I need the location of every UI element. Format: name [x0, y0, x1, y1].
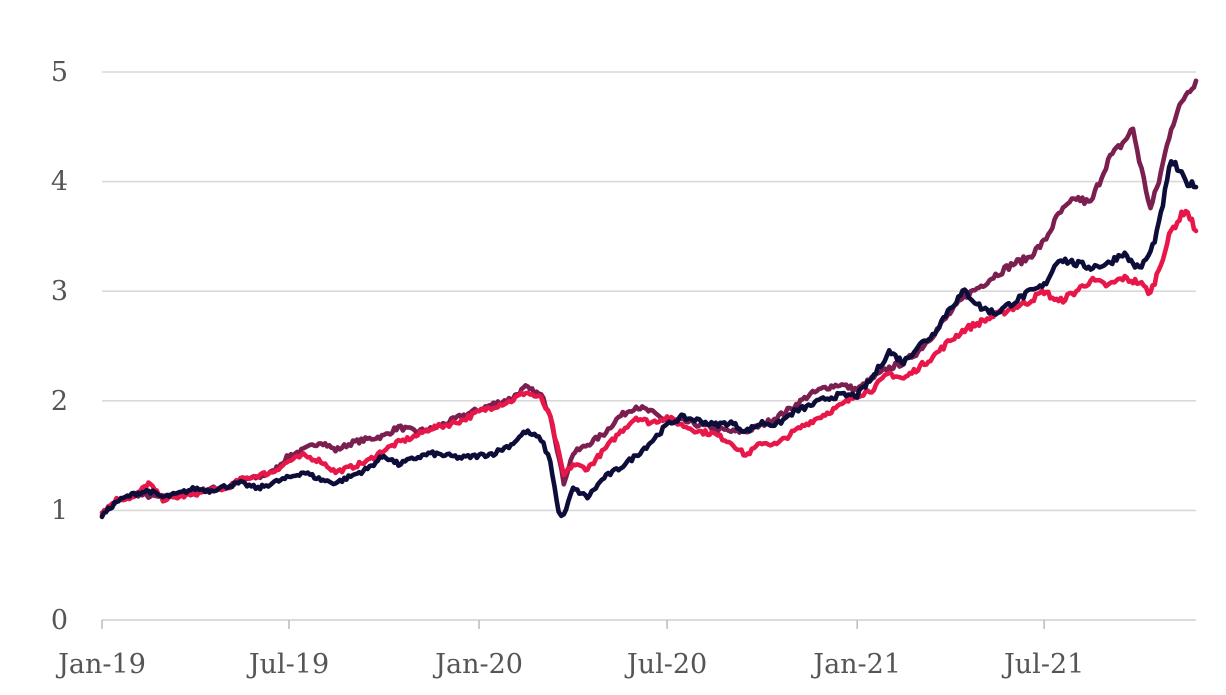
series-line-2: [99, 208, 1199, 515]
series-line-3: [99, 159, 1199, 520]
y-tick-label: 4: [51, 167, 68, 198]
x-tick-label: Jul-21: [1001, 649, 1084, 680]
y-tick-label: 0: [51, 605, 68, 636]
y-tick-label: 3: [51, 276, 68, 307]
y-axis-tick-labels: 0 1 2 3 4 5: [51, 57, 68, 636]
y-tick-label: 2: [51, 386, 68, 417]
series-lines: [99, 78, 1199, 520]
series-line-1: [99, 78, 1199, 518]
x-tick-label: Jan-21: [810, 649, 901, 680]
x-axis: [101, 619, 1196, 629]
x-tick-label: Jan-20: [432, 649, 523, 680]
gridlines: [102, 71, 1196, 512]
x-axis-tick-labels: Jan-19 Jul-19 Jan-20 Jul-20 Jan-21 Jul-21: [55, 649, 1084, 680]
x-tick-label: Jan-19: [55, 649, 146, 680]
y-tick-label: 1: [51, 495, 68, 526]
x-tick-label: Jul-20: [624, 649, 707, 680]
x-tick-label: Jul-19: [246, 649, 329, 680]
y-tick-label: 5: [51, 57, 68, 88]
